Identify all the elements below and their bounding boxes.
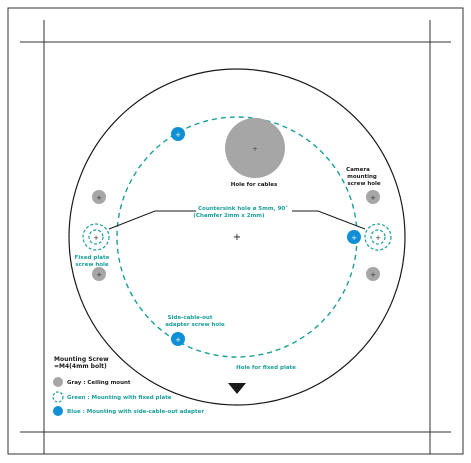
blue-hole-plus: + [175, 131, 181, 139]
green-hole-right-inner [370, 229, 386, 245]
fixed-plate-screw-holes: + + [82, 223, 392, 251]
label-side-cable-line1: Side-cable-out [168, 315, 213, 321]
side-cable-adapter-holes: + + + [171, 127, 361, 346]
cable-hole-plus: + [252, 146, 257, 153]
label-fixed-plate-line1: Fixed plate [75, 255, 110, 261]
gray-hole-right-bottom [366, 267, 380, 281]
green-hole-plus: + [375, 234, 381, 242]
gray-hole-plus: + [96, 271, 102, 279]
legend-title-line1: Mounting Screw [54, 356, 109, 363]
gray-hole-left-top [92, 190, 106, 204]
label-camera-line1: Camera [346, 167, 370, 173]
label-side-cable-line2: adapter screw hole [165, 322, 225, 328]
blue-hole-plus: + [175, 336, 181, 344]
label-fixed-plate-bottom: Hole for fixed plate [236, 365, 296, 371]
blue-hole-right [347, 230, 361, 244]
ceiling-screw-holes: + + + + [92, 190, 380, 281]
template-square [43, 41, 431, 433]
legend-green-label: Green : Mounting with fixed plate [67, 395, 172, 401]
legend-gray-swatch [53, 377, 63, 387]
label-holes-for-cables: Hole for cables [231, 182, 278, 188]
label-camera-line3: screw hole [347, 181, 381, 187]
green-hole-left-outer [82, 223, 110, 251]
blue-hole-bottom [171, 332, 185, 346]
countersink-leader-lines [108, 210, 366, 230]
blue-hole-top [171, 127, 185, 141]
label-fixed-plate-line2: screw hole [75, 262, 109, 268]
cable-hole [225, 118, 285, 178]
gray-hole-left-bottom [92, 267, 106, 281]
legend-gray-label: Gray : Ceiling mount [67, 380, 131, 386]
gray-hole-right-top [366, 190, 380, 204]
legend-blue-swatch [53, 406, 63, 416]
green-hole-right-outer [364, 223, 392, 251]
green-hole-left-inner [88, 229, 104, 245]
center-cross: + [233, 232, 241, 243]
page-frame [7, 7, 464, 455]
legend-green-swatch [52, 391, 64, 403]
legend-title-line2: =M4(4mm bolt) [54, 363, 107, 370]
blue-hole-plus: + [351, 234, 357, 242]
legend: Mounting Screw =M4(4mm bolt) Gray : Ceil… [52, 356, 204, 416]
label-countersink-line1: Countersink hole ø 5mm, 90˚ [198, 205, 288, 212]
gray-hole-plus: + [370, 271, 376, 279]
direction-marker-icon [228, 383, 246, 394]
gray-hole-plus: + [96, 194, 102, 202]
mount-outline-circle [68, 68, 406, 406]
label-countersink-line2: (Chamfer 2mm x 2mm) [193, 213, 265, 219]
legend-blue-label: Blue : Mounting with side-cable-out adap… [67, 409, 204, 415]
label-camera-line2: mounting [347, 174, 377, 180]
green-hole-plus: + [93, 234, 99, 242]
gray-hole-plus: + [370, 194, 376, 202]
